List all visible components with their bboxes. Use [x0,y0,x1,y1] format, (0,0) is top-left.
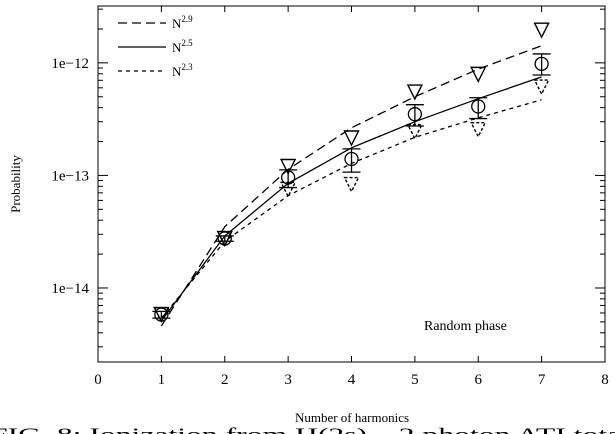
y-tick-label: 1e−12 [51,56,89,72]
data-point-circle [534,56,549,71]
legend-label: N2.9 [172,14,193,31]
figure-caption: FIG. 8: Ionization from H(2s) – 2 photon… [0,425,615,434]
data-point-triangle-dashed [153,306,170,324]
x-tick-label: 1 [158,372,166,388]
series-line-n23 [160,99,542,319]
data-point-triangle [279,158,297,176]
legend-label: N2.3 [172,62,193,79]
data-point-triangle-dashed [406,123,424,141]
data-point-triangle [470,66,487,83]
legend: N2.9 N2.5 N2.3 [118,14,193,79]
data-point-triangle-dashed [343,176,360,194]
data-point-circle [471,99,486,114]
y-axis-label: Probability [8,155,23,213]
data-point-triangle [533,22,550,39]
y-tick-label: 1e−13 [51,168,89,184]
x-tick-label: 4 [348,372,356,388]
plot-frame [97,5,606,363]
x-tick-label: 7 [538,372,546,388]
series-line-n29 [160,45,542,327]
annotation-random-phase: Random phase [424,319,507,334]
x-tick-label: 8 [601,372,609,388]
data-point-triangle-dashed [533,79,550,96]
x-tick-label: 2 [221,372,229,388]
x-tick-label: 3 [284,372,292,388]
x-tick-label: 5 [411,372,419,388]
data-point-triangle-dashed [216,230,233,248]
data-point-circle [280,170,296,185]
y-tick-label: 1e−14 [51,281,89,297]
x-tick-label: 0 [94,372,102,388]
x-tick-label: 6 [475,372,483,388]
series-line-n25 [160,76,542,322]
data-point-triangle [406,84,424,101]
legend-label: N2.5 [172,38,193,55]
data-point-triangle [343,130,360,147]
axis-ticks: 0 1 2 3 4 5 6 7 8 1e−14 1e−13 1e−12 [51,6,609,388]
x-axis-label: Number of harmonics [295,410,409,425]
data-point-circle [407,107,423,122]
data-point-triangle-dashed [470,121,487,139]
plot-area [152,22,551,327]
data-point-triangle-dashed [279,181,297,199]
data-point-circle [344,151,359,167]
